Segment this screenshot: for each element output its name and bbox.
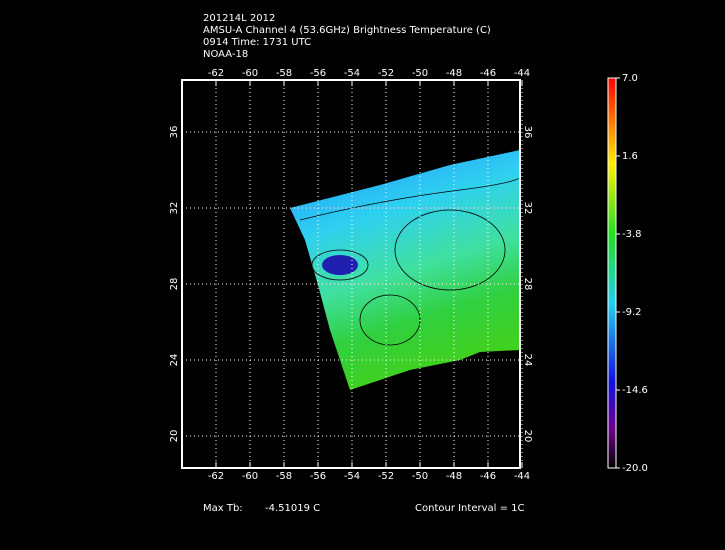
lon-label-top: -60	[242, 68, 258, 79]
colorbar-label: 7.0	[622, 73, 638, 84]
lon-label-top: -62	[208, 68, 224, 79]
colorbar-label: -20.0	[622, 463, 648, 474]
lat-label-left: 24	[169, 354, 180, 367]
lat-label-left: 32	[169, 202, 180, 215]
colorbar-label: -3.8	[622, 229, 642, 240]
colorbar-label: -14.6	[622, 385, 648, 396]
map-axes: -62 -62 -60 -60 -58 -58 -56 -56 -54 -54 -52 -52 -50 -…	[169, 68, 533, 482]
header-line: NOAA-18	[203, 49, 248, 60]
lon-label-top: -50	[412, 68, 428, 79]
lon-label-top: -44	[514, 68, 530, 79]
contour-interval: Contour Interval = 1C	[415, 503, 525, 514]
lat-label-right: 36	[522, 126, 533, 139]
lat-label-right: 32	[522, 202, 533, 215]
lon-label-bottom: -60	[242, 471, 258, 482]
colorbar	[607, 77, 617, 469]
lon-label-top: -54	[344, 68, 360, 79]
lat-label-left: 28	[169, 278, 180, 291]
lon-label-bottom: -58	[276, 471, 292, 482]
lon-label-bottom: -54	[344, 471, 360, 482]
lon-label-bottom: -56	[310, 471, 326, 482]
colorbar-label: -9.2	[622, 307, 642, 318]
swath-fill	[290, 150, 520, 390]
swath	[290, 150, 525, 390]
cold-spot	[322, 255, 358, 275]
header-line: 0914 Time: 1731 UTC	[203, 37, 311, 48]
lat-label-left: 20	[169, 430, 180, 443]
lon-label-bottom: -44	[514, 471, 530, 482]
lon-label-bottom: -48	[446, 471, 462, 482]
lon-label-top: -52	[378, 68, 394, 79]
lon-label-bottom: -46	[480, 471, 496, 482]
lon-label-bottom: -52	[378, 471, 394, 482]
lon-label-top: -56	[310, 68, 326, 79]
header-line: AMSU-A Channel 4 (53.6GHz) Brightness Te…	[203, 25, 491, 36]
contour	[311, 249, 369, 281]
colorbar-labels: 7.0 1.6 -3.8 -9.2 -14.6 -20.0	[616, 73, 648, 474]
map-frame	[181, 79, 521, 469]
lat-label-right: 20	[522, 430, 533, 443]
contour	[394, 209, 506, 291]
max-value: -4.51019 C	[265, 503, 320, 514]
lat-label-right: 28	[522, 278, 533, 291]
lon-label-bottom: -62	[208, 471, 224, 482]
max-label: Max Tb:	[203, 503, 243, 514]
colorbar-label: 1.6	[622, 151, 638, 162]
lat-label-left: 36	[169, 126, 180, 139]
lat-label-right: 24	[522, 354, 533, 367]
lon-label-top: -58	[276, 68, 292, 79]
header-line: 201214L 2012	[203, 13, 275, 24]
lon-label-top: -48	[446, 68, 462, 79]
lon-label-top: -46	[480, 68, 496, 79]
lon-label-bottom: -50	[412, 471, 428, 482]
